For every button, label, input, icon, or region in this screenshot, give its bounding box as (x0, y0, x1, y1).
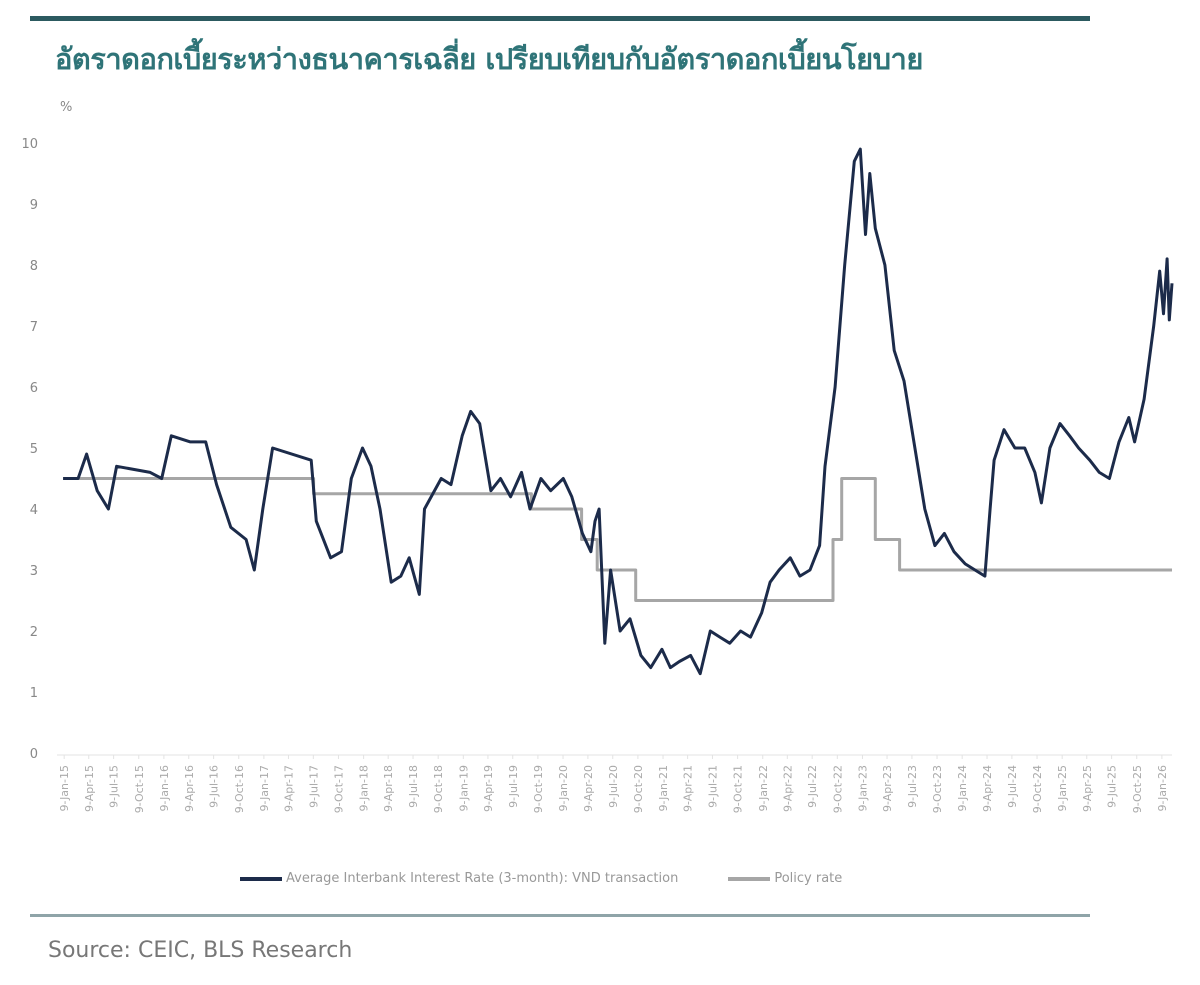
y-tick-label: 2 (30, 625, 38, 640)
chart-title: อัตราดอกเบี้ยระหว่างธนาคารเฉลี่ย เปรียบเ… (55, 42, 923, 76)
x-tick-label: 9-Apr-23 (881, 765, 894, 812)
y-tick-label: 4 (30, 503, 38, 518)
x-tick-label: 9-Jan-24 (956, 765, 969, 812)
x-tick-label: 9-Jan-22 (757, 765, 770, 812)
legend-label-interbank: Average Interbank Interest Rate (3-month… (286, 871, 679, 886)
source-note: Source: CEIC, BLS Research (48, 938, 353, 963)
x-tick-label: 9-Jan-16 (158, 765, 171, 812)
x-tick-label: 9-Jul-21 (706, 765, 719, 808)
interbank-rate-line (63, 147, 1174, 676)
x-tick-label: 9-Jul-15 (108, 765, 121, 808)
x-tick-label: 9-Apr-25 (1081, 765, 1094, 812)
bottom-rule (30, 914, 1090, 917)
x-tick-label: 9-Oct-23 (931, 765, 944, 813)
x-tick-label: 9-Jul-17 (307, 765, 320, 808)
x-tick-label: 9-Jan-19 (457, 765, 470, 812)
x-tick-label: 9-Oct-25 (1131, 765, 1144, 813)
x-tick-label: 9-Jul-19 (507, 765, 520, 808)
x-tick-label: 9-Apr-19 (482, 765, 495, 812)
y-tick-label: 9 (30, 198, 38, 213)
line-chart: 0 1 2 3 4 5 6 7 8 9 10 9-Jan-15 9-Apr-15 9-Jul-15 9-Oc… (21, 137, 1174, 813)
y-tick-label: 6 (30, 381, 38, 396)
x-tick-label: 9-Apr-21 (682, 765, 695, 812)
x-tick-label: 9-Jul-16 (208, 765, 221, 808)
y-tick-label: 5 (30, 442, 38, 457)
policy-rate-line (63, 477, 1172, 602)
legend-swatch-policy (728, 876, 771, 881)
x-tick-label: 9-Oct-15 (133, 765, 146, 813)
y-tick-label: 8 (30, 259, 38, 274)
x-tick-label: 9-Jul-20 (607, 765, 620, 808)
x-tick-label: 9-Apr-24 (981, 765, 994, 812)
x-tick-label: 9-Jan-25 (1056, 765, 1069, 812)
x-tick-label: 9-Jan-20 (557, 765, 570, 812)
x-tick-label: 9-Apr-22 (781, 765, 794, 812)
legend-item-interbank: Average Interbank Interest Rate (3-month… (240, 871, 678, 886)
series-interbank (62, 147, 1174, 676)
y-axis-unit: % (60, 100, 73, 115)
x-tick-label: 9-Jan-21 (657, 765, 670, 812)
x-tick-label: 9-Oct-16 (233, 765, 246, 813)
y-tick-label: 0 (30, 747, 38, 762)
x-tick-label: 9-Oct-17 (332, 765, 345, 813)
x-tick-label: 9-Jul-22 (806, 765, 819, 808)
series-policy (62, 477, 1173, 602)
x-tick-label: 9-Oct-20 (632, 765, 645, 813)
x-tick-label: 9-Apr-17 (282, 765, 295, 812)
x-tick-label: 9-Oct-21 (732, 765, 745, 813)
x-tick-label: 9-Oct-24 (1031, 765, 1044, 813)
x-tick-label: 9-Jan-18 (358, 765, 371, 812)
x-tick-label: 9-Jan-17 (258, 765, 271, 812)
y-tick-label: 7 (30, 320, 38, 335)
x-tick-label: 9-Oct-22 (831, 765, 844, 813)
x-tick-label: 9-Jul-24 (1006, 765, 1019, 808)
top-rule (30, 16, 1090, 21)
x-tick-label: 9-Jul-18 (407, 765, 420, 808)
x-tick-label: 9-Apr-15 (83, 765, 96, 812)
legend-item-policy: Policy rate (728, 871, 842, 886)
x-tick-label: 9-Apr-20 (582, 765, 595, 812)
x-tick-label: 9-Apr-16 (183, 765, 196, 812)
legend-swatch-interbank (240, 876, 282, 881)
x-tick-label: 9-Oct-19 (532, 765, 545, 813)
y-tick-label: 1 (30, 686, 38, 701)
x-tick-label: 9-Jul-23 (906, 765, 919, 808)
x-tick-label: 9-Jul-25 (1106, 765, 1119, 808)
x-tick-label: 9-Oct-18 (432, 765, 445, 813)
y-tick-label: 3 (30, 564, 38, 579)
x-tick-label: 9-Jan-15 (58, 765, 71, 812)
legend: Average Interbank Interest Rate (3-month… (240, 871, 842, 886)
x-tick-label: 9-Apr-18 (382, 765, 395, 812)
x-tick-label: 9-Jan-23 (856, 765, 869, 812)
y-tick-label: 10 (21, 137, 38, 152)
legend-label-policy: Policy rate (774, 871, 843, 886)
x-tick-label: 9-Jan-26 (1156, 765, 1169, 812)
